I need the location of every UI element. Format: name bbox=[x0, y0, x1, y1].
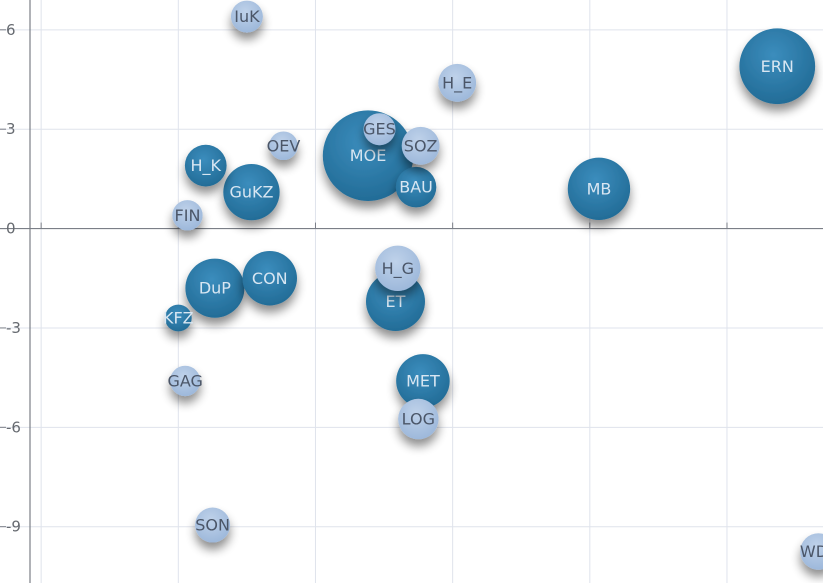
bubble-label: MET bbox=[406, 371, 440, 390]
bubble-ges bbox=[363, 113, 396, 146]
bubble-label: FIN bbox=[175, 206, 201, 225]
bubble-point: MET bbox=[396, 354, 450, 408]
y-tick-label: -6 bbox=[6, 418, 21, 436]
bubble-h_g bbox=[375, 245, 421, 291]
bubble-point: GuKZ bbox=[223, 163, 280, 221]
bubble-label: OEV bbox=[267, 136, 301, 155]
bubble-point: H_E bbox=[438, 63, 477, 102]
bubble-iuk bbox=[230, 0, 263, 33]
bubble-label: H_G bbox=[382, 259, 414, 279]
bubble-log bbox=[398, 398, 439, 440]
bubble-gukz bbox=[223, 163, 280, 221]
bubble-label: BAU bbox=[399, 178, 433, 197]
bubble-wdl bbox=[800, 533, 823, 570]
bubble-label: MB bbox=[587, 179, 612, 198]
bubble-point: SOZ bbox=[401, 126, 440, 165]
bubble-h_e bbox=[438, 63, 477, 102]
bubble-point: KFZ bbox=[163, 304, 194, 332]
bubble-label: CON bbox=[252, 269, 288, 288]
bubble-label: DuP bbox=[199, 279, 231, 298]
bubble-label: SOZ bbox=[404, 136, 438, 155]
bubble-gag bbox=[169, 365, 201, 397]
bubble-dup bbox=[185, 258, 245, 318]
bubble-label: ET bbox=[386, 292, 406, 311]
bubble-h_k bbox=[184, 144, 227, 187]
bubble-point: CON bbox=[242, 251, 298, 306]
y-tick-label: 0 bbox=[6, 220, 16, 238]
y-tick-label: 3 bbox=[6, 120, 16, 138]
bubble-label: IuK bbox=[234, 7, 260, 26]
bubble-label: KFZ bbox=[163, 309, 194, 328]
bubble-ern bbox=[739, 28, 816, 105]
y-tick-label: -3 bbox=[6, 319, 21, 337]
bubble-fin bbox=[172, 200, 203, 231]
bubble-label: SON bbox=[195, 516, 230, 535]
bubble-label: H_K bbox=[190, 156, 221, 176]
bubble-label: GAG bbox=[167, 371, 202, 390]
bubble-label: WDL bbox=[800, 542, 823, 561]
bubble-point: IuK bbox=[230, 0, 263, 33]
bubble-point: BAU bbox=[395, 166, 437, 208]
bubble-label: GES bbox=[363, 120, 396, 139]
y-tick-label: 6 bbox=[6, 21, 16, 39]
bubble-point: GES bbox=[363, 113, 396, 146]
bubble-son bbox=[195, 507, 231, 543]
bubble-point: OEV bbox=[267, 131, 301, 161]
tick-labels: 6 3 0 -3 -6 -9 bbox=[6, 21, 21, 536]
bubble-label: H_E bbox=[442, 73, 472, 93]
bubble-point: FIN bbox=[172, 200, 203, 231]
bubble-mb bbox=[567, 157, 631, 221]
bubble-label: ERN bbox=[761, 57, 794, 76]
bubble-label: MOE bbox=[350, 146, 387, 165]
bubble-soz bbox=[401, 126, 440, 165]
bubble-point: H_K bbox=[184, 144, 227, 187]
bubble-point: LOG bbox=[398, 398, 439, 440]
bubble-met bbox=[396, 354, 450, 408]
bubble-point: WDL bbox=[800, 533, 823, 570]
bubble-con bbox=[242, 251, 298, 306]
bubble-point: SON bbox=[195, 507, 231, 543]
bubble-kfz bbox=[164, 304, 192, 332]
bubble-bau bbox=[395, 166, 437, 208]
bubble-label: LOG bbox=[402, 410, 435, 429]
bubble-point: H_G bbox=[375, 245, 421, 291]
bubble-label: GuKZ bbox=[229, 183, 273, 202]
y-tick-label: -9 bbox=[6, 518, 21, 536]
bubble-point: ERN bbox=[739, 28, 816, 105]
bubble-point: GAG bbox=[167, 365, 203, 397]
bubbles: MOE ERN MB DuP ET GuKZ CON MET H_G H_K BAU LOG H_E SO… bbox=[163, 0, 823, 570]
bubble-point: DuP bbox=[185, 258, 245, 318]
bubble-point: MB bbox=[567, 157, 631, 221]
bubble-oev bbox=[269, 131, 298, 161]
